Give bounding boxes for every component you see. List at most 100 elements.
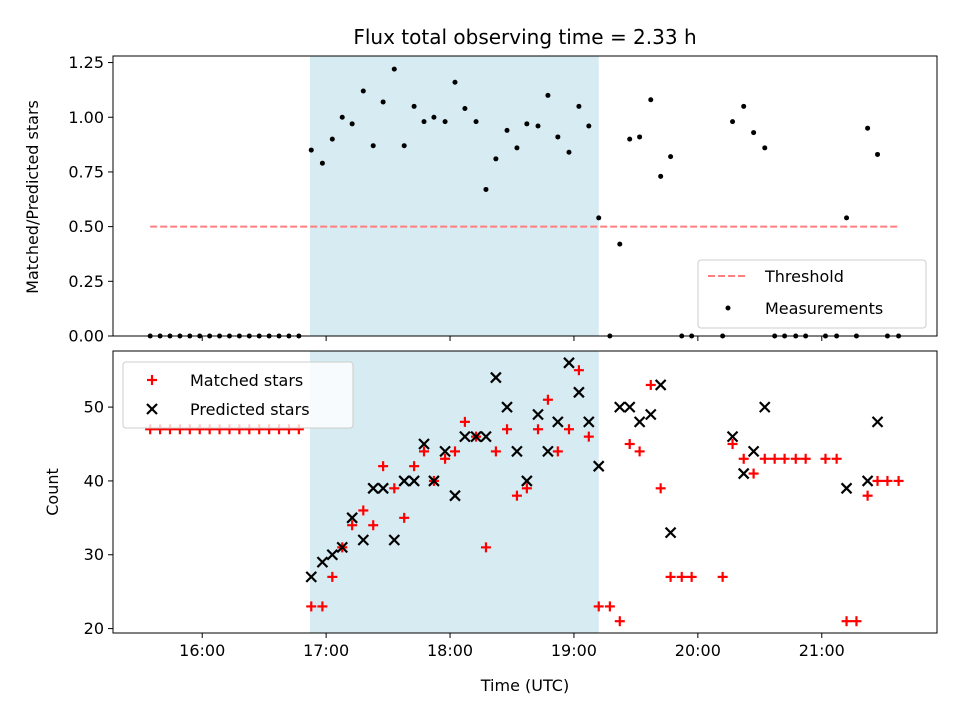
predicted-star-point [377,482,389,495]
predicted-star-point [336,541,349,554]
matched-star-point [490,446,501,457]
matched-legend-label: Matched stars [190,371,303,390]
measurement-point [308,147,314,153]
predicted-star-point [573,386,585,399]
x-axis-label: Time (UTC) [480,676,569,695]
matched-star-point [542,394,553,405]
predicted-star-point [654,379,667,391]
predicted-star-point [563,357,575,369]
measurement-point [431,114,437,120]
x-tick-label: 16:00 [179,641,225,660]
matched-star-point [583,431,594,442]
matched-star-point [327,571,338,582]
count-marks [145,357,904,627]
matched-star-point [378,461,389,472]
measurement-point [421,119,427,125]
y-tick-label: 1.00 [68,108,104,127]
measurement-point [875,151,881,157]
predicted-star-point [449,489,461,502]
measurement-point [617,241,623,247]
measurement-point [514,145,520,151]
matched-star-point [634,446,645,457]
predicted-star-point [521,475,533,487]
matched-star-point [686,571,697,582]
measurement-point [566,149,572,155]
x-tick-label: 20:00 [675,641,721,660]
matched-star-point [521,483,532,494]
count-y-axis-label: Count [43,468,62,516]
predicted-legend-swatch [146,403,158,415]
y-tick-label: 0.50 [68,217,104,236]
predicted-star-point [501,401,513,413]
measurement-point [401,143,407,149]
y-tick-label: 50 [84,398,104,417]
count-legend: Matched stars Predicted stars [122,361,354,429]
predicted-star-point [439,445,451,458]
y-tick-label: 0.25 [68,272,104,291]
predicted-star-point [633,416,646,428]
ratio-panel: 0.00 0.25 0.50 0.75 1.00 1.25 Flux total obse… [23,25,938,346]
measurement-point [751,130,757,136]
measurement-point [411,103,417,109]
measurement-point [648,97,654,103]
measurement-point [442,119,448,125]
matched-star-point [841,616,852,627]
matched-star-point [347,520,358,531]
ratio-y-ticks: 0.00 0.25 0.50 0.75 1.00 1.25 [68,53,113,346]
threshold-legend-label: Threshold [764,267,844,286]
predicted-star-point [480,430,492,443]
measurement-point [319,160,325,166]
matched-star-point [851,616,862,627]
measurement-point [535,123,541,129]
matched-star-point [800,453,811,464]
matched-star-point [511,490,522,501]
matched-star-point [665,571,676,582]
predicted-legend-label: Predicted stars [190,400,310,419]
measurement-point [524,121,530,127]
matched-star-point [676,571,687,582]
predicted-star-point [644,408,657,421]
predicted-star-point [428,475,440,487]
predicted-star-point [840,482,853,495]
matched-star-point [593,601,604,612]
ratio-legend: Threshold Measurements [697,259,927,329]
matched-star-point [409,461,420,472]
matched-star-point [748,468,759,479]
measurements-legend-label: Measurements [765,299,883,318]
matched-star-point [480,542,491,553]
y-tick-label: 30 [84,545,104,564]
count-axes-frame [112,350,938,634]
measurement-point [762,145,768,151]
x-tick-label: 18:00 [427,641,473,660]
chart-title: Flux total observing time = 2.33 h [353,25,696,49]
predicted-star-point [346,512,358,524]
predicted-star-point [737,467,750,480]
y-tick-label: 0.00 [68,327,104,346]
predicted-star-point [532,408,544,421]
predicted-star-point [459,430,471,443]
predicted-star-point [614,401,626,413]
measurement-point [473,119,479,125]
ratio-y-axis-label: Matched/Predicted stars [23,100,42,294]
matched-legend-swatch [147,375,157,385]
matched-star-point [872,475,883,486]
measurement-point [730,119,736,125]
measurement-point [741,103,747,109]
matched-star-point [419,446,430,457]
measurement-point [844,215,850,221]
matched-star-point [882,475,893,486]
predicted-star-point [583,416,595,428]
y-tick-label: 40 [84,471,104,490]
matched-star-point [893,475,904,486]
y-tick-label: 1.25 [68,53,104,72]
measurement-point [668,154,674,160]
predicted-star-point [552,416,564,428]
y-tick-label: 20 [84,619,104,638]
matched-star-point [317,601,328,612]
matched-star-point [727,439,738,450]
predicted-star-point [758,401,771,413]
measurement-point [627,136,633,142]
matched-star-point [358,505,369,516]
predicted-star-point [470,430,482,443]
